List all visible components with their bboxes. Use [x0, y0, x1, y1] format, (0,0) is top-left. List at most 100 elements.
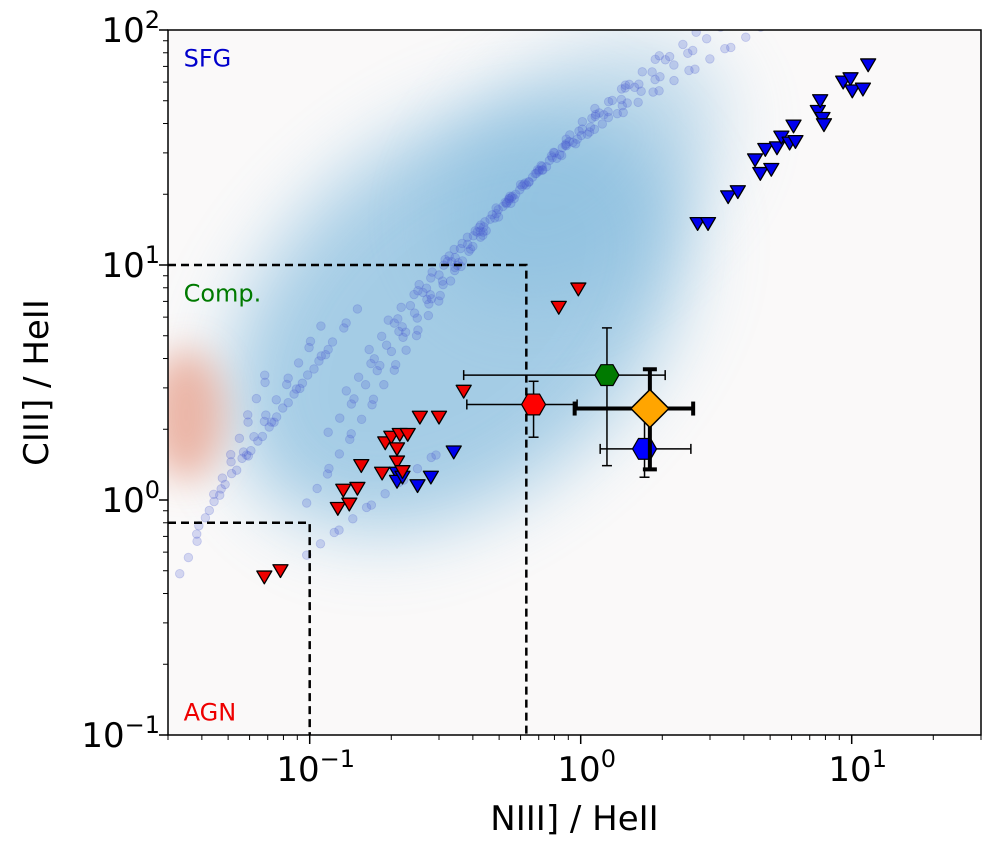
- model-grid-point: [360, 380, 371, 390]
- model-grid-point: [302, 498, 312, 508]
- model-grid-point: [312, 483, 322, 494]
- model-grid-point: [305, 336, 316, 347]
- model-grid-point: [421, 283, 432, 293]
- model-grid-point: [599, 110, 609, 120]
- model-grid-point: [269, 417, 279, 427]
- model-grid-point: [654, 86, 664, 96]
- region-boundaries: [168, 263, 528, 735]
- model-grid-point: [427, 267, 437, 277]
- model-grid-point: [192, 529, 202, 539]
- model-grid-point: [431, 450, 441, 460]
- model-grid-point: [266, 417, 277, 427]
- model-grid-point: [491, 203, 501, 213]
- model-grid-point: [475, 226, 485, 236]
- model-grid-point: [678, 39, 688, 50]
- model-grid-point: [434, 296, 444, 306]
- model-grid-point: [339, 323, 349, 333]
- model-grid-point: [368, 394, 379, 404]
- sfg-upper-limit-marker: [809, 104, 826, 119]
- model-grid-point: [434, 270, 444, 280]
- agn-upper-limit-marker: [394, 465, 411, 480]
- model-grid-point: [462, 232, 473, 242]
- model-grid-point: [634, 79, 644, 89]
- model-grid-point: [324, 463, 334, 474]
- model-grid-point: [557, 142, 567, 153]
- model-grid-point: [624, 79, 634, 90]
- model-grid-point: [485, 214, 495, 224]
- model-grid-point: [423, 310, 434, 321]
- sfg-upper-limit-marker: [787, 134, 804, 150]
- model-grid-point: [457, 256, 468, 266]
- model-grid-point: [426, 273, 436, 283]
- model-grid-point: [389, 318, 399, 328]
- x-tick-label: 100: [557, 745, 616, 790]
- model-grid-point: [468, 241, 478, 252]
- model-grid-point: [493, 204, 503, 215]
- agn-upper-limit-marker: [550, 300, 567, 315]
- model-grid-point: [425, 290, 435, 300]
- green-hexagon: [594, 364, 620, 387]
- model-grid-point: [295, 383, 305, 394]
- sfg-upper-limit-marker: [812, 94, 829, 109]
- model-grid-point: [524, 177, 534, 187]
- model-grid-point: [322, 469, 333, 479]
- model-grid-point: [424, 299, 434, 309]
- model-grid-point: [341, 318, 351, 328]
- model-grid-point: [412, 464, 423, 474]
- agn-upper-limit-marker: [341, 497, 358, 512]
- blue-hexagon: [631, 437, 658, 460]
- model-grid-point: [260, 370, 270, 380]
- model-grid-point: [366, 358, 376, 369]
- model-grid-point: [585, 122, 596, 132]
- model-grid-point: [517, 181, 527, 191]
- model-grid-point: [565, 130, 575, 140]
- model-grid-point: [683, 48, 693, 58]
- orange-diamond-group: [572, 367, 696, 472]
- model-grid-point: [283, 373, 293, 383]
- model-grid-point: [315, 539, 326, 549]
- model-grid-point: [534, 166, 544, 176]
- comp-boundary: [168, 263, 528, 735]
- model-grid-point: [684, 65, 694, 76]
- model-grid-point: [669, 60, 679, 70]
- model-grid-point: [556, 150, 567, 161]
- model-grid-point: [450, 252, 460, 263]
- model-grid-point: [401, 345, 411, 355]
- model-grid-point: [612, 109, 622, 119]
- sfg-upper-limit-marker: [757, 142, 774, 157]
- model-grid-point: [329, 527, 339, 538]
- model-grid-point: [232, 465, 242, 475]
- model-grid-point: [487, 210, 497, 220]
- model-grid-point: [490, 213, 500, 223]
- model-grid-point: [617, 101, 627, 111]
- model-grid-point: [438, 279, 448, 290]
- model-grid-point: [650, 74, 660, 85]
- model-grid-point: [688, 45, 698, 56]
- sfg-upper-limit-marker: [763, 162, 780, 177]
- sfg-upper-limit-marker: [719, 190, 737, 205]
- model-grid-point: [500, 197, 510, 208]
- model-grid-point: [534, 165, 544, 175]
- model-grid-point: [309, 364, 319, 374]
- model-grid-point: [234, 433, 245, 444]
- model-grid-point: [396, 302, 406, 313]
- region-label-agn: AGN: [184, 699, 237, 727]
- model-grid-point: [726, 42, 736, 53]
- plot-frame: [167, 29, 982, 736]
- model-grid-point: [323, 344, 333, 355]
- model-grid-point: [449, 244, 459, 255]
- model-grid-point: [504, 193, 514, 204]
- model-grid-point: [257, 431, 268, 442]
- model-grid-point: [544, 155, 555, 166]
- model-grid-point: [515, 179, 526, 190]
- sfg-upper-limit-marker: [844, 84, 861, 99]
- y-tick-label: 100: [101, 476, 160, 521]
- model-grid-point: [616, 84, 627, 94]
- model-grid-point: [383, 315, 393, 325]
- x-tick-label: 10−1: [276, 745, 355, 790]
- model-grid-point: [633, 97, 643, 107]
- green-hexagon-group: [462, 327, 666, 467]
- model-grid-point: [445, 276, 456, 286]
- model-grid-point: [546, 151, 557, 161]
- model-grid-point: [335, 413, 345, 423]
